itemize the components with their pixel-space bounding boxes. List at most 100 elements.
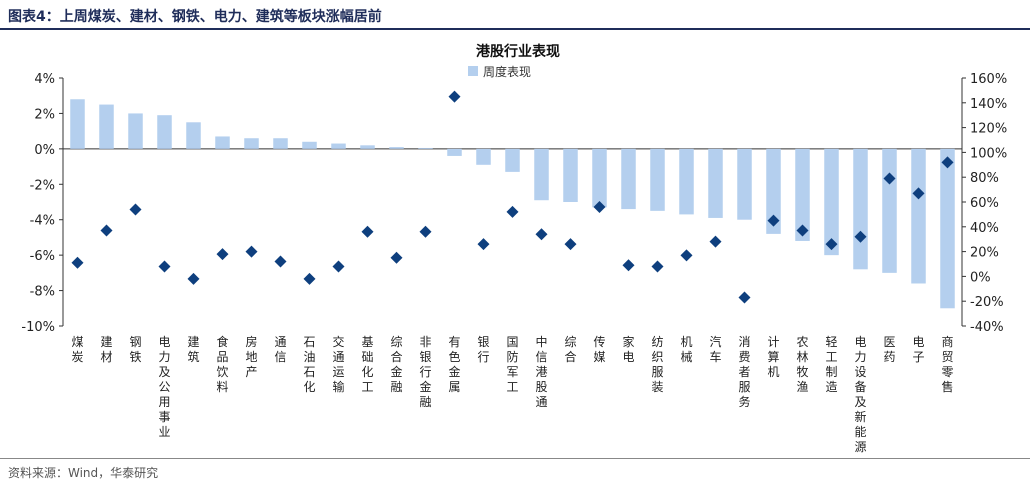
category-label: 国防军工 (506, 335, 518, 394)
scatter-point (883, 172, 896, 185)
scatter-point (274, 255, 287, 268)
category-label: 房地产 (245, 334, 257, 379)
category-label: 汽车 (709, 334, 721, 364)
category-label: 交通运输 (332, 334, 344, 394)
left-tick-label: -2% (30, 178, 55, 193)
category-label: 家电 (622, 334, 634, 364)
scatter-point (129, 203, 142, 216)
plot-area: -10% -8% -6% -4% -2% 0% 2% 4% -40% -20% 0% 20% 40% 60… (21, 72, 1007, 454)
chart-title: 港股行业表现 (476, 43, 560, 60)
bar (679, 148, 694, 215)
bar (447, 148, 462, 156)
figure-title: 图表4：上周煤炭、建材、钢铁、电力、建筑等板块涨幅居前 (8, 9, 382, 25)
scatter-point (332, 260, 345, 273)
right-tick-label: 140% (970, 97, 1007, 112)
scatter-point (651, 260, 664, 273)
left-tick-label: 2% (34, 107, 55, 122)
bar (215, 136, 230, 149)
scatter-point (477, 238, 490, 251)
chart: 港股行业表现 周度表现 -10% -8% -6% -4% -2% 0% 2% 4% -40% -2… (21, 43, 1007, 454)
category-label: 医药 (883, 335, 895, 364)
scatter-point (593, 200, 606, 213)
bar (186, 122, 201, 149)
left-tick-label: -4% (30, 214, 55, 229)
right-tick-label: 100% (970, 146, 1007, 161)
category-label: 食品饮料 (216, 334, 228, 394)
bar (737, 148, 752, 220)
category-label: 建筑 (187, 335, 199, 364)
bar (244, 138, 259, 149)
bar (563, 148, 578, 202)
category-label: 非银行金融 (419, 335, 431, 409)
scatter-point (361, 225, 374, 238)
category-label: 机械 (680, 335, 692, 364)
scatter-point (564, 238, 577, 251)
right-tick-label: 20% (970, 246, 999, 261)
scatter-point (187, 272, 200, 285)
category-label: 传媒 (593, 334, 605, 364)
scatter-point (854, 230, 867, 243)
right-tick-label: -40% (970, 320, 1004, 335)
scatter-point (216, 248, 229, 261)
bar (389, 147, 404, 149)
category-label: 消费者服务 (738, 335, 750, 409)
bar (99, 104, 114, 149)
legend-label: 周度表现 (483, 64, 531, 79)
category-label: 计算机 (767, 335, 779, 379)
scatter-point (506, 205, 519, 218)
category-label: 煤炭 (71, 335, 83, 364)
bar (273, 138, 288, 149)
right-tick-label: 160% (970, 72, 1007, 87)
bar (331, 143, 346, 149)
scatter-point (912, 187, 925, 200)
right-tick-label: 120% (970, 122, 1007, 137)
category-label: 通信 (274, 335, 286, 364)
scatter-point (767, 214, 780, 227)
category-label: 电子 (912, 335, 924, 364)
scatter-point (825, 238, 838, 251)
category-label: 石油石化 (303, 335, 315, 394)
category-label: 电力设备及新能源 (854, 335, 866, 454)
scatter-point (535, 228, 548, 241)
bar (940, 148, 955, 309)
bar (795, 148, 810, 241)
category-label: 综合金融 (390, 335, 402, 394)
scatter-point (303, 272, 316, 285)
bottom-rule (0, 458, 1030, 459)
category-label: 建材 (100, 335, 112, 364)
category-label: 纺织服装 (651, 335, 663, 394)
scatter-point (709, 235, 722, 248)
category-label: 有色金属 (448, 335, 460, 394)
bar (505, 148, 520, 172)
scatter-point (100, 224, 113, 237)
left-tick-label: 4% (34, 72, 55, 87)
legend-swatch (468, 66, 478, 76)
scatter-point (448, 90, 461, 103)
bar (824, 148, 839, 256)
bar (418, 147, 433, 149)
bar (621, 148, 636, 210)
source-note: 资料来源：Wind，华泰研究 (8, 466, 159, 480)
bar (70, 99, 85, 149)
scatter-point (941, 156, 954, 169)
bar (157, 115, 172, 149)
category-label: 商贸零售 (941, 334, 953, 394)
scatter-point (245, 245, 258, 258)
bar (882, 148, 897, 273)
bar (708, 148, 723, 218)
left-tick-label: -10% (21, 320, 55, 335)
category-label: 电力及公用事业 (158, 335, 170, 439)
bar (128, 113, 143, 149)
left-tick-label: -6% (30, 249, 55, 264)
right-tick-label: 80% (970, 171, 999, 186)
bar (302, 141, 317, 149)
bar (766, 148, 781, 234)
scatter-point (622, 259, 635, 272)
bar (650, 148, 665, 211)
category-label: 中信港股通 (535, 334, 547, 409)
scatter-point (419, 225, 432, 238)
right-tick-label: 0% (970, 270, 991, 285)
category-label: 基础化工 (361, 335, 373, 394)
category-label: 钢铁 (129, 335, 141, 364)
bar (360, 145, 375, 149)
